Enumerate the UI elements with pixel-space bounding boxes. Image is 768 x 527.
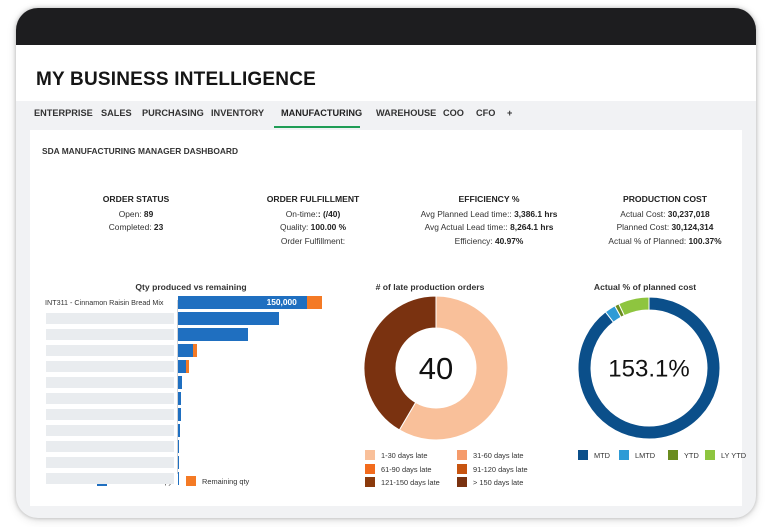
- donut-slice[interactable]: [398, 295, 509, 441]
- bar-achieved[interactable]: [178, 456, 179, 469]
- kpi-line: Efficiency: 40.97%: [454, 235, 524, 246]
- bar-achieved[interactable]: [178, 296, 307, 309]
- bar-category-label: [46, 329, 174, 340]
- kpi-line: Actual Cost: 30,237,018: [620, 208, 710, 219]
- donut-slice[interactable]: [577, 296, 721, 440]
- legend-swatch: [705, 450, 715, 460]
- kpi-line: Avg Actual Lead time:: 8,264.1 hrs: [424, 222, 554, 232]
- bar-category-label: [46, 377, 174, 388]
- kpi-line: Quality: 100.00 %: [279, 222, 347, 232]
- tab-warehouse[interactable]: WAREHOUSE: [376, 108, 437, 118]
- bar-category-label: [46, 409, 174, 420]
- kpi-order-fulfillment: ORDER FULFILLMENT On-time:: (/40) Qualit…: [228, 193, 398, 248]
- late-legend-item: 1-30 days late: [365, 450, 427, 460]
- kpi-line: On-time:: (/40): [285, 208, 341, 219]
- late-legend-item: > 150 days late: [457, 477, 523, 487]
- bar-legend-remaining: Remaining qty: [186, 476, 249, 486]
- kpi-order-status: ORDER STATUS Open: 89 Completed: 23: [51, 193, 221, 235]
- donut-center-label: 153.1%: [608, 356, 689, 383]
- active-tab-indicator: [274, 126, 360, 128]
- tab-cfo[interactable]: CFO: [476, 108, 496, 118]
- cost-legend-item: MTD: [578, 450, 610, 460]
- donut-center-label: 40: [419, 351, 453, 386]
- bar-category-label: [46, 457, 174, 468]
- kpi-line: Open: 89: [118, 208, 154, 219]
- bar-achieved[interactable]: [178, 440, 180, 453]
- late-legend-item: 91-120 days late: [457, 463, 528, 474]
- legend-swatch: [186, 476, 196, 486]
- legend-swatch: [457, 450, 467, 460]
- dashboard-title: SDA MANUFACTURING MANAGER DASHBOARD: [42, 146, 239, 156]
- bar-achieved[interactable]: [178, 392, 181, 405]
- cost-chart-title: Actual % of planned cost: [593, 282, 697, 292]
- donut-slice[interactable]: [363, 295, 437, 431]
- legend-swatch: [619, 450, 629, 460]
- cost-legend-item: LY YTD: [705, 450, 746, 460]
- bar-remaining[interactable]: [306, 296, 322, 309]
- kpi-production-cost: PRODUCTION COST Actual Cost: 30,237,018 …: [580, 193, 750, 248]
- kpi-efficiency: EFFICIENCY % Avg Planned Lead time:: 3,3…: [404, 193, 574, 248]
- bar-achieved[interactable]: [178, 472, 179, 485]
- kpi-title: EFFICIENCY %: [458, 194, 520, 204]
- bar-category-label: [46, 441, 174, 452]
- bar-category-label: [46, 313, 174, 324]
- bar-chart-axis: [177, 300, 178, 474]
- title-bar: MY BUSINESS INTELLIGENCE: [16, 45, 756, 101]
- cost-donut: 153.1%: [577, 296, 721, 440]
- tab-inventory[interactable]: INVENTORY: [211, 108, 265, 118]
- kpi-title: ORDER FULFILLMENT: [266, 194, 360, 204]
- bar-chart-title: Qty produced vs remaining: [135, 282, 247, 292]
- legend-swatch: [457, 463, 467, 474]
- dashboard-window: MY BUSINESS INTELLIGENCE ENTERPRISE SALE…: [16, 8, 756, 518]
- bar-achieved[interactable]: [178, 360, 186, 373]
- bar-achieved[interactable]: [178, 328, 249, 341]
- late-legend-item: 121-150 days late: [365, 477, 440, 487]
- legend-swatch: [668, 450, 678, 460]
- legend-swatch: [365, 463, 375, 474]
- bar-category-label: [46, 345, 174, 356]
- tab-sales[interactable]: SALES: [101, 108, 132, 118]
- bar-value-label: 150,000: [266, 297, 297, 307]
- bar-category-label: [46, 393, 174, 404]
- bar-category-label: [46, 361, 174, 372]
- bar-remaining[interactable]: [193, 344, 197, 357]
- top-bar: [16, 8, 756, 45]
- cost-legend-item: LMTD: [619, 450, 655, 460]
- legend-swatch: [457, 477, 467, 487]
- late-legend-item: 61-90 days late: [365, 463, 432, 474]
- legend-swatch: [578, 450, 588, 460]
- kpi-line: Planned Cost: 30,124,314: [616, 222, 714, 232]
- donut-slice[interactable]: [618, 296, 650, 317]
- kpi-title: ORDER STATUS: [102, 194, 170, 204]
- bar-achieved[interactable]: [178, 424, 181, 437]
- bar-category-label: INT311 - Cinnamon Raisin Bread Mix: [45, 298, 164, 307]
- bar-achieved[interactable]: [178, 408, 181, 421]
- kpi-title: PRODUCTION COST: [622, 194, 708, 204]
- bar-achieved[interactable]: [178, 312, 280, 325]
- late-orders-chart-title: # of late production orders: [375, 282, 485, 292]
- legend-swatch: [365, 450, 375, 460]
- kpi-line: Completed: 23: [108, 222, 164, 232]
- late-orders-donut: 40: [363, 295, 509, 441]
- kpi-line: Avg Planned Lead time:: 3,386.1 hrs: [420, 208, 558, 219]
- bar-remaining[interactable]: [185, 360, 190, 373]
- kpi-line: Actual % of Planned: 100.37%: [608, 235, 722, 246]
- tab-enterprise[interactable]: ENTERPRISE: [34, 108, 93, 118]
- bar-category-label: [46, 473, 174, 484]
- bar-achieved[interactable]: [178, 376, 183, 389]
- tab-coo[interactable]: COO: [443, 108, 464, 118]
- tab-purchasing[interactable]: PURCHASING: [142, 108, 204, 118]
- tab-bar: ENTERPRISE SALES PURCHASING INVENTORY MA…: [16, 101, 756, 129]
- tab-manufacturing[interactable]: MANUFACTURING: [281, 108, 363, 118]
- app-title: MY BUSINESS INTELLIGENCE: [36, 69, 316, 90]
- add-tab-button[interactable]: +: [507, 108, 513, 118]
- legend-swatch: [365, 477, 375, 487]
- late-legend-item: 31-60 days late: [457, 450, 524, 460]
- bar-category-label: [46, 425, 174, 436]
- bar-achieved[interactable]: [178, 344, 194, 357]
- dashboard-panel: SDA MANUFACTURING MANAGER DASHBOARD ORDE…: [30, 130, 746, 506]
- kpi-line: Order Fulfillment:: [280, 235, 346, 246]
- cost-legend-item: YTD: [668, 450, 699, 460]
